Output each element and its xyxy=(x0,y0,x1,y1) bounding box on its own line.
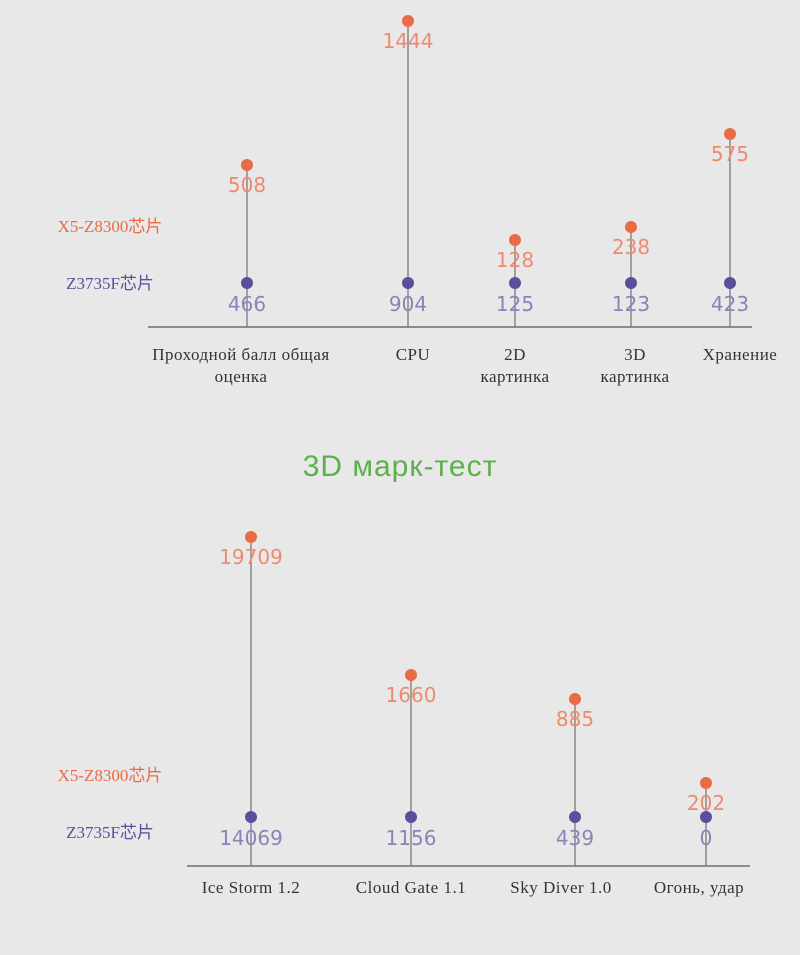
category-tick-label: CPU xyxy=(396,345,431,364)
lower-series-point xyxy=(509,277,521,289)
legend-label-upper: X5-Z8300芯片 xyxy=(58,766,163,785)
category-tick-label: Огонь, удар xyxy=(654,878,744,897)
lower-series-value-label: 1156 xyxy=(386,826,437,850)
upper-series-value-label: 19709 xyxy=(219,545,283,569)
category-tick-label: Проходной балл общая оценка xyxy=(152,345,329,386)
upper-series-point xyxy=(241,159,253,171)
upper-series-point xyxy=(245,531,257,543)
lower-series-value-label: 0 xyxy=(700,826,713,850)
upper-series-point xyxy=(625,221,637,233)
upper-series-point xyxy=(700,777,712,789)
category-tick-label: 3D картинка xyxy=(601,345,670,386)
upper-series-value-label: 128 xyxy=(496,248,534,272)
category-tick-label: Cloud Gate 1.1 xyxy=(356,878,466,897)
legend-label-lower: Z3735F芯片 xyxy=(66,274,154,293)
section-title: 3D марк-тест xyxy=(302,450,498,483)
category-tick-label: Ice Storm 1.2 xyxy=(202,878,301,897)
category-tick-label: Sky Diver 1.0 xyxy=(510,878,611,897)
legend-label-lower: Z3735F芯片 xyxy=(66,823,154,842)
lower-series-value-label: 423 xyxy=(711,292,749,316)
lower-series-point xyxy=(569,811,581,823)
lower-series-point xyxy=(724,277,736,289)
lower-series-value-label: 123 xyxy=(612,292,650,316)
upper-series-value-label: 885 xyxy=(556,707,594,731)
legend-label-upper: X5-Z8300芯片 xyxy=(58,217,163,236)
upper-series-point xyxy=(724,128,736,140)
upper-series-value-label: 1444 xyxy=(383,29,434,53)
lower-series-point xyxy=(700,811,712,823)
lower-series-point xyxy=(245,811,257,823)
lower-series-value-label: 466 xyxy=(228,292,266,316)
upper-series-point xyxy=(509,234,521,246)
category-tick-label: Хранение xyxy=(703,345,778,364)
upper-series-point xyxy=(569,693,581,705)
upper-series-value-label: 508 xyxy=(228,173,266,197)
lower-series-value-label: 439 xyxy=(556,826,594,850)
upper-series-point xyxy=(405,669,417,681)
lower-series-value-label: 904 xyxy=(389,292,427,316)
lower-series-point xyxy=(405,811,417,823)
lower-series-point xyxy=(402,277,414,289)
upper-series-point xyxy=(402,15,414,27)
upper-series-value-label: 575 xyxy=(711,142,749,166)
upper-series-value-label: 238 xyxy=(612,235,650,259)
lower-series-point xyxy=(625,277,637,289)
lower-series-point xyxy=(241,277,253,289)
upper-series-value-label: 1660 xyxy=(386,683,437,707)
category-tick-label: 2D картинка xyxy=(481,345,550,386)
lower-series-value-label: 14069 xyxy=(219,826,283,850)
lower-series-value-label: 125 xyxy=(496,292,534,316)
